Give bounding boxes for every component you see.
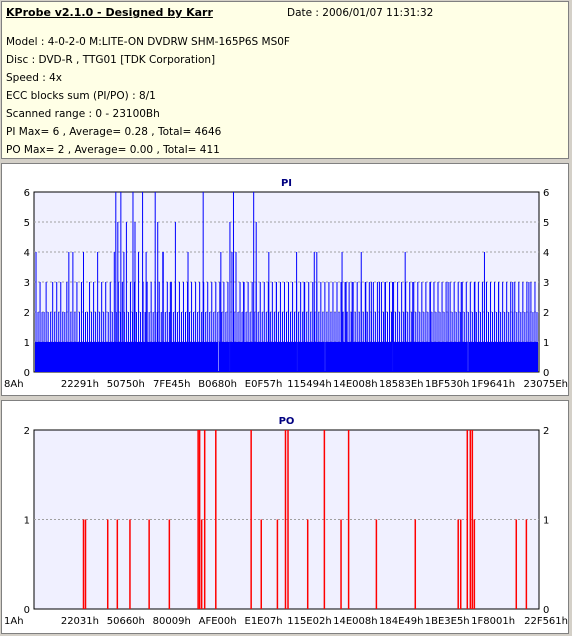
x-tick-label: 18583Eh (379, 379, 423, 390)
pi-chart: PI 0 0 1 1 2 2 3 3 4 4 5 5 6 6 8Ah 22291h 50750h 7FE45h B06… (4, 178, 568, 390)
y-tick-label-right: 5 (543, 218, 549, 229)
info-ecc-blocks: ECC blocks sum (PI/PO) : 8/1 (6, 90, 156, 102)
y-tick-label-right: 1 (543, 516, 549, 527)
x-tick-label: E1E07h (245, 616, 283, 627)
y-tick-label-right: 2 (543, 426, 549, 437)
x-tick-label: 1Ah (4, 616, 24, 627)
info-model: Model : 4-0-2-0 M:LITE-ON DVDRW SHM-165P… (6, 36, 290, 48)
x-tick-label: B0680h (198, 379, 237, 390)
y-tick-label-right: 0 (543, 368, 549, 379)
chart-title: PO (279, 416, 295, 427)
y-tick-label-left: 1 (24, 516, 30, 527)
x-tick-label: 22291h (61, 379, 99, 390)
info-po-stats: PO Max= 2 , Average= 0.00 , Total= 411 (6, 144, 220, 156)
y-tick-label-left: 5 (24, 218, 30, 229)
chart-title: PI (281, 178, 292, 189)
y-tick-label-right: 2 (543, 308, 549, 319)
info-scanned-range: Scanned range : 0 - 23100Bh (6, 108, 160, 120)
y-tick-label-right: 4 (543, 248, 549, 259)
y-tick-label-left: 1 (24, 338, 30, 349)
y-tick-label-left: 0 (24, 605, 30, 616)
x-tick-label: 50750h (107, 379, 145, 390)
po-chart-panel: PO 0 0 1 1 2 2 1Ah 22031h 50660h 80009h AFE00h E1E07… (1, 400, 569, 634)
info-disc: Disc : DVD-R , TTG01 [TDK Corporation] (6, 54, 216, 66)
x-tick-label: 8Ah (4, 379, 24, 390)
y-tick-label-right: 1 (543, 338, 549, 349)
y-tick-label-left: 4 (24, 248, 30, 259)
x-tick-label: 14E008h (333, 379, 377, 390)
y-tick-label-left: 3 (24, 278, 30, 289)
x-tick-label: 80009h (153, 616, 191, 627)
x-tick-label: 23075Eh (524, 379, 568, 390)
scan-date: Date : 2006/01/07 11:31:32 (287, 7, 434, 19)
y-tick-label-left: 0 (24, 368, 30, 379)
app-title: KProbe v2.1.0 - Designed by Karr (6, 6, 213, 19)
x-tick-label: 184E49h (379, 616, 423, 627)
x-tick-label: 22031h (61, 616, 99, 627)
y-tick-label-right: 3 (543, 278, 549, 289)
info-panel: KProbe v2.1.0 - Designed by Karr Date : … (1, 1, 569, 159)
y-tick-label-right: 0 (543, 605, 549, 616)
y-tick-label-right: 6 (543, 188, 549, 199)
x-tick-label: 1F8001h (471, 616, 515, 627)
x-tick-label: 22F561h (524, 616, 568, 627)
x-tick-label: 1F9641h (471, 379, 515, 390)
y-tick-label-left: 2 (24, 426, 30, 437)
x-tick-label: 115494h (287, 379, 332, 390)
x-tick-label: 1BE3E5h (425, 616, 470, 627)
x-tick-label: 115E02h (287, 616, 331, 627)
info-pi-stats: PI Max= 6 , Average= 0.28 , Total= 4646 (6, 126, 222, 138)
x-tick-label: AFE00h (199, 616, 237, 627)
y-tick-label-left: 6 (24, 188, 30, 199)
x-tick-label: 14E008h (333, 616, 377, 627)
x-tick-label: 7FE45h (153, 379, 191, 390)
y-tick-label-left: 2 (24, 308, 30, 319)
x-tick-label: 1BF530h (425, 379, 469, 390)
info-speed: Speed : 4x (6, 72, 63, 84)
x-tick-label: E0F57h (245, 379, 283, 390)
x-tick-label: 50660h (107, 616, 145, 627)
pi-chart-panel: PI 0 0 1 1 2 2 3 3 4 4 5 5 6 6 8Ah 22291h 50750h 7FE45h B06… (1, 163, 569, 396)
po-chart: PO 0 0 1 1 2 2 1Ah 22031h 50660h 80009h AFE00h E1E07… (4, 416, 568, 627)
